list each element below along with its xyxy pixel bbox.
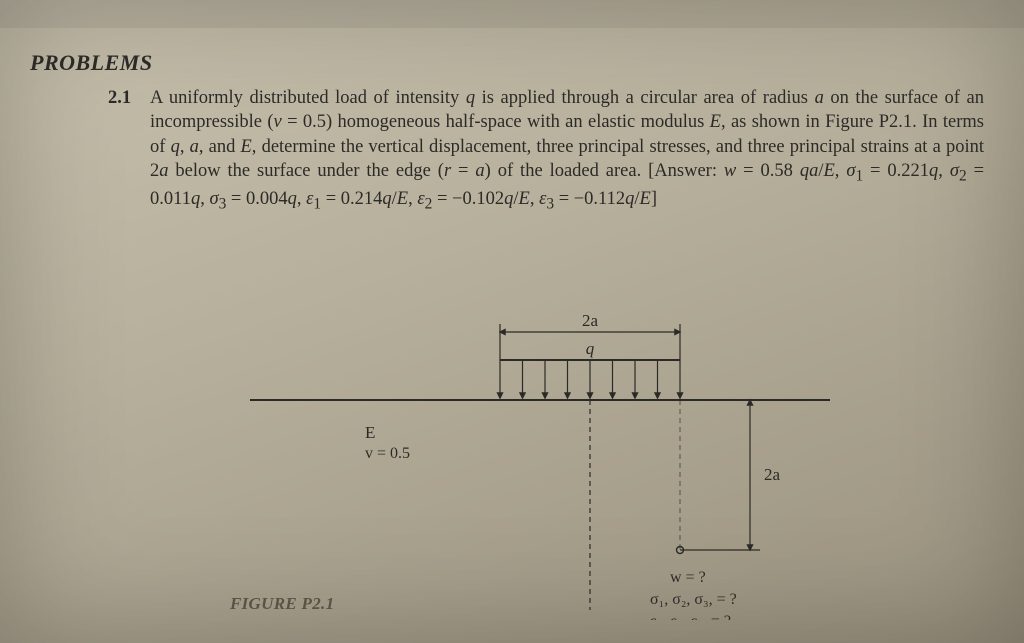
- section-title: PROBLEMS: [30, 50, 153, 76]
- problem-number: 2.1: [108, 86, 131, 110]
- figure-svg: 2a q Ev = 0.5 2a w = ? σ₁, σ₂, σ₃, = ? ε₁, ε₂,…: [230, 300, 850, 620]
- problem-text: A uniformly distributed load of intensit…: [150, 86, 984, 215]
- svg-text:ε₁, ε₂, ε₃, = ?: ε₁, ε₂, ε₃, = ?: [650, 613, 731, 620]
- svg-text:v = 0.5: v = 0.5: [365, 445, 410, 462]
- svg-text:2a: 2a: [582, 311, 599, 330]
- svg-text:w = ?: w = ?: [670, 569, 706, 586]
- problem-block: 2.1 A uniformly distributed load of inte…: [150, 86, 984, 215]
- figure-caption: FIGURE P2.1: [230, 594, 334, 614]
- svg-text:q: q: [586, 339, 595, 358]
- svg-text:σ₁, σ₂, σ₃, = ?: σ₁, σ₂, σ₃, = ?: [650, 591, 737, 608]
- figure-p2-1: 2a q Ev = 0.5 2a w = ? σ₁, σ₂, σ₃, = ? ε₁, ε₂,…: [230, 300, 850, 620]
- svg-text:E: E: [365, 423, 375, 442]
- page-top-shadow: [0, 0, 1024, 28]
- svg-text:2a: 2a: [764, 465, 781, 484]
